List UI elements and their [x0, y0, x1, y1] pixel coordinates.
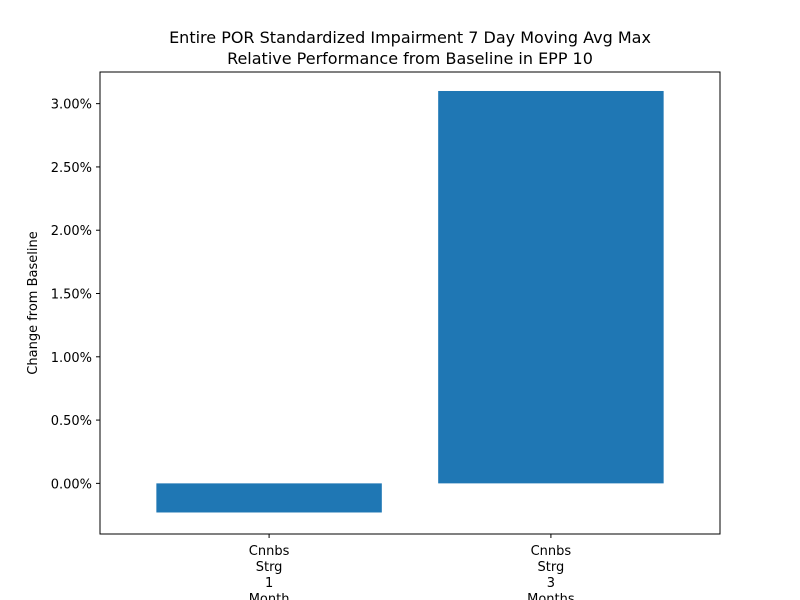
- y-axis-label: Change from Baseline: [26, 231, 41, 374]
- y-tick-label: 0.50%: [51, 414, 92, 429]
- y-tick-label: 0.00%: [51, 477, 92, 492]
- y-axis: 0.00% 0.50% 1.00% 1.50% 2.00% 2.50% 3.00%: [51, 98, 100, 492]
- bar-2: [438, 90, 664, 484]
- x-tick-label-2: Cnnbs Strg 3 Months: [527, 544, 575, 600]
- y-tick-label: 1.00%: [51, 351, 92, 366]
- x-axis: Cnnbs Strg 1 Month Cnnbs Strg 3 Months: [249, 534, 575, 600]
- plot-frame: [99, 71, 721, 535]
- chart-title-line-1: Entire POR Standardized Impairment 7 Day…: [169, 28, 651, 47]
- y-tick-label: 3.00%: [51, 98, 92, 113]
- bar-1: [156, 483, 382, 513]
- y-tick-label: 2.50%: [51, 161, 92, 176]
- y-tick-label: 1.50%: [51, 288, 92, 303]
- chart-title-line-2: Relative Performance from Baseline in EP…: [227, 49, 593, 68]
- bars-layer: [156, 90, 664, 513]
- x-tick-label-1: Cnnbs Strg 1 Month: [249, 544, 290, 600]
- y-tick-label: 2.00%: [51, 224, 92, 239]
